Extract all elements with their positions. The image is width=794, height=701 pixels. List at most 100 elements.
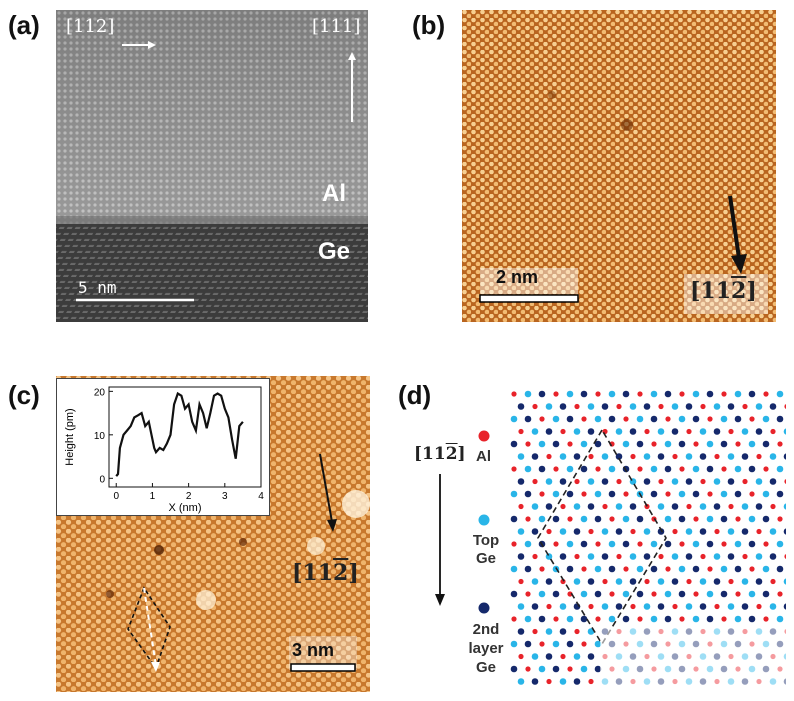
lattice-atom-385 — [608, 615, 616, 623]
lattice-atom-192 — [560, 503, 566, 510]
lattice-atom-322 — [615, 578, 623, 585]
lattice-atom-106 — [531, 453, 539, 460]
lattice-atom-86 — [538, 440, 546, 448]
lattice-atom-282 — [643, 553, 651, 560]
lattice-atom-291 — [769, 553, 777, 560]
lattice-atom-266 — [706, 540, 714, 548]
lattice-atom-307 — [692, 565, 700, 573]
lattice-atom-241 — [657, 528, 665, 535]
lattice-atom-360 — [559, 603, 567, 610]
lattice-atom-73 — [657, 428, 665, 435]
lattice-atom-366 — [643, 603, 651, 610]
lattice-atom-298 — [566, 565, 574, 573]
lattice-atom-339 — [552, 590, 560, 598]
lattice-atom-26 — [587, 403, 595, 410]
lattice-atom-305 — [665, 566, 671, 572]
lattice-atom-236 — [588, 528, 594, 535]
lattice-atom-16 — [734, 390, 742, 398]
model-direction-arrow — [434, 474, 446, 608]
lattice-atom-391 — [692, 615, 700, 623]
x-tick-label-0: 0 — [113, 491, 119, 502]
lattice-atom-239 — [630, 528, 636, 535]
lattice-atom-100 — [735, 441, 741, 447]
lattice-atom-250 — [783, 528, 786, 535]
lattice-atom-334 — [783, 578, 786, 585]
lattice-atom-45 — [552, 415, 560, 423]
lattice-atom-261 — [637, 541, 643, 547]
lattice-atom-243 — [685, 528, 693, 535]
lattice-atom-316 — [531, 578, 539, 585]
lattice-atom-0 — [511, 391, 517, 397]
lattice-atom-11 — [664, 390, 672, 398]
lattice-atom-444 — [560, 653, 566, 660]
lattice-atom-201 — [686, 503, 692, 510]
lattice-atom-486 — [559, 678, 567, 685]
lattice-atom-32 — [671, 403, 679, 410]
lattice-atom-226 — [735, 516, 741, 522]
lattice-atom-101 — [748, 440, 756, 448]
lattice-atom-326 — [671, 578, 679, 585]
lattice-atom-260 — [622, 540, 630, 548]
lattice-atom-420 — [510, 640, 518, 648]
lattice-atom-358 — [531, 603, 539, 610]
lattice-atom-224 — [706, 515, 714, 523]
lattice-atom-402 — [559, 628, 567, 635]
lattice-atom-152 — [587, 478, 595, 485]
lattice-atom-127 — [524, 465, 532, 473]
lattice-atom-160 — [700, 478, 706, 485]
lattice-atom-368 — [672, 603, 678, 610]
lattice-atom-187 — [776, 490, 784, 498]
lattice-atom-227 — [748, 515, 756, 523]
lattice-atom-238 — [615, 528, 623, 535]
lattice-atom-97 — [693, 441, 699, 447]
lattice-atom-245 — [714, 528, 720, 535]
lattice-atom-133 — [608, 465, 616, 473]
lattice-atom-289 — [742, 553, 748, 560]
lattice-atom-325 — [657, 578, 665, 585]
lattice-atom-199 — [657, 503, 665, 510]
lattice-atom-34 — [700, 403, 706, 410]
lattice-atom-421 — [524, 640, 532, 648]
lattice-atom-487 — [573, 678, 581, 685]
lattice-atom-303 — [636, 565, 644, 573]
lattice-atom-52 — [650, 415, 658, 423]
lattice-atom-13 — [692, 390, 700, 398]
lattice-atom-388 — [650, 615, 658, 623]
lattice-atom-150 — [559, 478, 567, 485]
lattice-atom-215 — [580, 515, 588, 523]
lattice-atom-6 — [595, 391, 601, 397]
lattice-atom-223 — [693, 516, 699, 522]
lattice-atom-350 — [706, 590, 714, 598]
lattice-atom-288 — [727, 553, 735, 560]
model-direction: [112] — [414, 444, 466, 464]
lattice-atom-165 — [769, 478, 777, 485]
lattice-atom-53 — [665, 416, 671, 422]
lattice-atom-54 — [678, 415, 686, 423]
lattice-atom-70 — [615, 428, 623, 435]
panel-label-d: (d) — [398, 380, 432, 410]
lattice-atom-269 — [748, 540, 756, 548]
lattice-atom-347 — [664, 590, 672, 598]
lattice-atom-380 — [538, 615, 546, 623]
lattice-atom-96 — [678, 440, 686, 448]
lattice-atom-389 — [664, 615, 672, 623]
panel-label-b: (b) — [412, 10, 446, 40]
lattice-atom-375 — [769, 603, 777, 610]
lattice-atom-189 — [518, 503, 524, 510]
lattice-atom-171 — [552, 490, 560, 498]
lattice-atom-283 — [658, 553, 664, 560]
lattice-atom-264 — [679, 541, 685, 547]
lattice-atom-60 — [762, 415, 770, 423]
lattice-atom-365 — [630, 603, 636, 610]
lattice-atom-164 — [755, 478, 763, 485]
lattice-atom-175 — [608, 490, 616, 498]
lattice-atom-210 — [510, 515, 518, 523]
lattice-atom-3 — [553, 391, 559, 397]
lattice-atom-277 — [574, 553, 580, 560]
lattice-atom-425 — [581, 641, 587, 647]
lattice-atom-37 — [742, 403, 748, 410]
lattice-atom-274 — [532, 553, 538, 560]
legend-label-al: Al — [476, 448, 491, 465]
lattice-atom-4 — [566, 390, 574, 398]
lattice-atom-94 — [651, 441, 657, 447]
